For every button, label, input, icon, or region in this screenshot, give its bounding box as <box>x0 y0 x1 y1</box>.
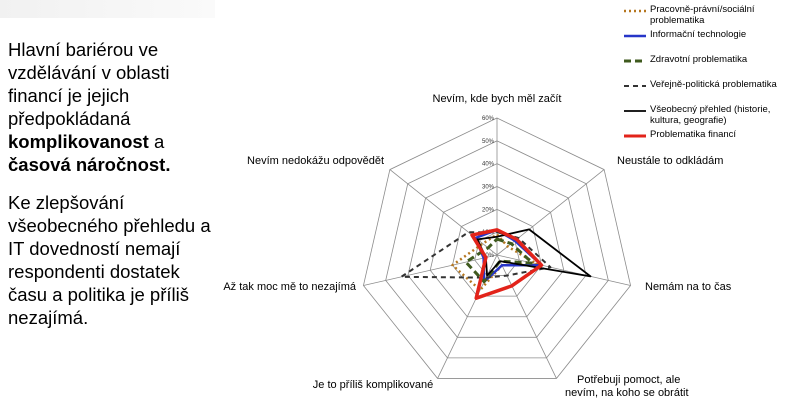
legend-item: Pracovně-právní/sociální problematika <box>622 4 786 26</box>
tick-label: 40% <box>482 162 495 168</box>
legend-swatch <box>624 85 646 87</box>
grid-spoke <box>496 254 631 286</box>
chart-legend: Pracovně-právní/sociální problematika Inf… <box>622 4 786 154</box>
summary-p1-bold-1: komplikovanost <box>8 131 149 152</box>
radar-series <box>400 228 592 300</box>
axis-label: Nevím, kde bych měl začít <box>433 93 562 105</box>
summary-paragraph-2: Ke zlepšování všeobecného přehledu a IT … <box>8 192 211 328</box>
legend-item: Informační technologie <box>622 29 786 51</box>
legend-label: Veřejně-politická problematika <box>650 79 777 90</box>
series-line-4 <box>476 228 592 278</box>
axis-label-line: Je to příliš komplikované <box>313 379 433 391</box>
tick-label: 60% <box>482 116 495 122</box>
axis-label: Nemám na to čas <box>645 281 732 293</box>
axis-label: Až tak moc mě to nezajímá <box>223 281 357 293</box>
grid-spoke <box>389 169 498 256</box>
series-line-5 <box>470 228 544 300</box>
legend-label: Informační technologie <box>650 29 747 40</box>
tick-label: 30% <box>482 185 495 191</box>
legend-item: Všeobecný přehled (historie, kultura, ge… <box>622 104 786 126</box>
axis-label-line: Potřebuji pomoct, ale <box>577 374 680 386</box>
axis-label-line: Nemám na to čas <box>645 281 732 293</box>
axis-label: Je to příliš komplikované <box>313 379 433 391</box>
tick-label: 20% <box>482 207 495 213</box>
legend-label: Všeobecný přehled (historie, kultura, ge… <box>650 104 771 126</box>
axis-label-line: Až tak moc mě to nezajímá <box>223 281 357 293</box>
summary-p1-connector: a <box>148 131 165 152</box>
axis-label: Potřebuji pomoct, ale nevím, na koho se o… <box>565 374 689 399</box>
grid-ring-50 <box>385 140 609 359</box>
summary-paragraph-1: Hlavní bariérou ve vzdělávání v oblasti … <box>8 38 213 176</box>
summary-text-panel: Hlavní bariérou ve vzdělávání v oblasti … <box>8 38 213 344</box>
legend-swatch <box>624 9 646 13</box>
legend-label: Problematika financí <box>650 129 737 140</box>
series-line-3 <box>400 231 552 279</box>
legend-swatch <box>624 134 646 138</box>
tick-label: 50% <box>482 139 495 145</box>
axis-label-line: Nevím, kde bych měl začít <box>433 93 562 105</box>
grid-ring-60 <box>363 117 631 379</box>
header-fade-band <box>0 0 215 18</box>
legend-swatch <box>624 59 646 63</box>
axis-label-line: Nevím nedokážu odpovědět <box>247 155 384 167</box>
grid-spoke <box>496 169 605 256</box>
radar-grid <box>363 117 631 379</box>
axis-label-line: Neustále to odkládám <box>617 155 723 167</box>
legend-item: Zdravotní problematika <box>622 54 786 76</box>
legend-label: Zdravotní problematika <box>650 54 748 65</box>
summary-p1-text: Hlavní bariérou ve vzdělávání v oblasti … <box>8 39 170 129</box>
legend-swatch <box>624 34 646 38</box>
axis-label: Neustále to odkládám <box>617 155 723 167</box>
axis-label-line: nevím, na koho se obrátit <box>565 387 689 399</box>
grid-ring-40 <box>407 163 587 338</box>
axis-label: Nevím nedokážu odpovědět <box>247 155 384 167</box>
series-line-2 <box>464 237 535 284</box>
summary-p1-bold-2: časová náročnost. <box>8 154 171 175</box>
tick-label: 0% <box>485 253 494 259</box>
grid-ring-30 <box>429 186 565 318</box>
legend-label: Pracovně-právní/sociální problematika <box>650 4 755 26</box>
radar-axis-labels: Nevím, kde bych měl začít Neustále to odk… <box>223 93 731 399</box>
legend-swatch <box>624 110 646 112</box>
legend-item: Veřejně-politická problematika <box>622 79 786 101</box>
legend-item: Problematika financí <box>622 129 786 151</box>
grid-spoke <box>363 254 498 286</box>
